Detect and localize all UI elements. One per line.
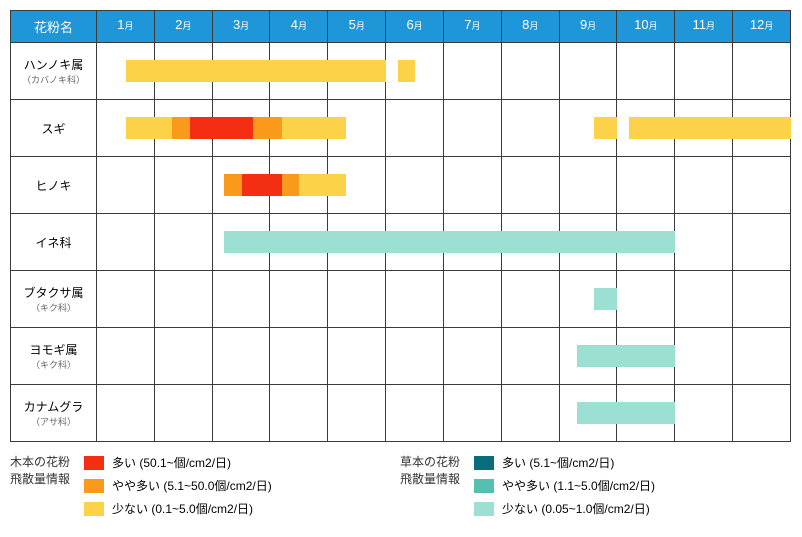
bar-1-2	[190, 117, 254, 139]
row-bars-0	[97, 43, 791, 100]
header-label: 花粉名	[11, 11, 97, 43]
legend-swatch	[84, 479, 104, 493]
row-label-6: カナムグラ（アサ科）	[11, 385, 97, 442]
legend-label: 多い (50.1~個/cm2/日)	[112, 454, 231, 471]
month-header-1: 1月	[97, 11, 155, 43]
legend1-items: 多い (50.1~個/cm2/日) やや多い (5.1~50.0個/cm2/日) 少…	[84, 454, 400, 523]
row-bars-1	[97, 100, 791, 157]
legend2-items: 多い (5.1~個/cm2/日) やや多い (1.1~5.0個/cm2/日) 少ない…	[474, 454, 790, 523]
bar-5-0	[577, 345, 675, 367]
legend-swatch	[84, 456, 104, 470]
bar-2-1	[242, 174, 282, 196]
row-label-0: ハンノキ属（カバノキ科）	[11, 43, 97, 100]
legend-label: やや多い (5.1~50.0個/cm2/日)	[112, 477, 272, 494]
bar-2-3	[299, 174, 345, 196]
row-bars-3	[97, 214, 791, 271]
month-header-3: 3月	[213, 11, 271, 43]
month-header-9: 9月	[560, 11, 618, 43]
bar-1-6	[629, 117, 791, 139]
legend2-title: 草本の花粉 飛散量情報	[400, 454, 474, 523]
bar-2-0	[224, 174, 241, 196]
month-header-5: 5月	[328, 11, 386, 43]
bar-1-0	[126, 117, 172, 139]
month-header-6: 6月	[386, 11, 444, 43]
month-header-11: 11月	[675, 11, 733, 43]
month-header-10: 10月	[617, 11, 675, 43]
bar-3-0	[224, 231, 675, 253]
legend-item: やや多い (1.1~5.0個/cm2/日)	[474, 477, 790, 494]
bar-0-1	[398, 60, 415, 82]
month-header-7: 7月	[444, 11, 502, 43]
legend-item: 多い (5.1~個/cm2/日)	[474, 454, 790, 471]
bar-1-1	[172, 117, 189, 139]
legend-area: 木本の花粉 飛散量情報 多い (50.1~個/cm2/日) やや多い (5.1~5…	[10, 454, 790, 523]
pollen-calendar-table: 花粉名1月2月3月4月5月6月7月8月9月10月11月12月ハンノキ属（カバノキ…	[10, 10, 791, 442]
month-header-12: 12月	[733, 11, 791, 43]
legend-label: 少ない (0.05~1.0個/cm2/日)	[502, 500, 650, 517]
row-label-4: ブタクサ属（キク科）	[11, 271, 97, 328]
bar-1-3	[253, 117, 282, 139]
legend-swatch	[474, 479, 494, 493]
bar-1-4	[282, 117, 346, 139]
legend-item: 多い (50.1~個/cm2/日)	[84, 454, 400, 471]
row-label-5: ヨモギ属（キク科）	[11, 328, 97, 385]
bar-0-0	[126, 60, 386, 82]
row-bars-6	[97, 385, 791, 442]
bar-4-0	[594, 288, 617, 310]
bar-2-2	[282, 174, 299, 196]
legend-item: 少ない (0.05~1.0個/cm2/日)	[474, 500, 790, 517]
legend-item: 少ない (0.1~5.0個/cm2/日)	[84, 500, 400, 517]
row-bars-4	[97, 271, 791, 328]
row-bars-2	[97, 157, 791, 214]
month-header-2: 2月	[155, 11, 213, 43]
legend-label: やや多い (1.1~5.0個/cm2/日)	[502, 477, 655, 494]
legend1-title: 木本の花粉 飛散量情報	[10, 454, 84, 523]
legend-swatch	[84, 502, 104, 516]
row-label-2: ヒノキ	[11, 157, 97, 214]
row-label-1: スギ	[11, 100, 97, 157]
row-label-3: イネ科	[11, 214, 97, 271]
month-header-4: 4月	[270, 11, 328, 43]
bar-6-0	[577, 402, 675, 424]
row-bars-5	[97, 328, 791, 385]
legend-label: 多い (5.1~個/cm2/日)	[502, 454, 614, 471]
bar-1-5	[594, 117, 617, 139]
legend-swatch	[474, 502, 494, 516]
legend-label: 少ない (0.1~5.0個/cm2/日)	[112, 500, 253, 517]
month-header-8: 8月	[502, 11, 560, 43]
legend-swatch	[474, 456, 494, 470]
legend-item: やや多い (5.1~50.0個/cm2/日)	[84, 477, 400, 494]
